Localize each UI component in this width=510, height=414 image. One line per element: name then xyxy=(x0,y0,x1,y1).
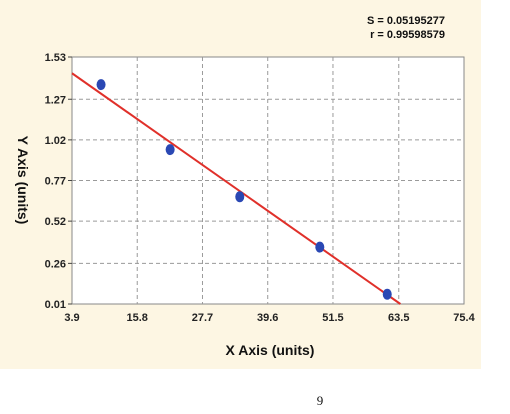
fit-layer xyxy=(71,72,401,305)
grid-layer xyxy=(72,57,464,304)
data-point xyxy=(235,191,245,203)
stat-s-value: S = 0.05195277 xyxy=(367,15,445,27)
x-tick-label: 27.7 xyxy=(192,312,213,324)
y-tick-label: 1.27 xyxy=(45,94,66,106)
stat-r-value: r = 0.99598579 xyxy=(370,29,445,41)
data-point xyxy=(96,79,106,91)
point-layer xyxy=(96,79,392,300)
y-tick-label: 1.02 xyxy=(45,135,66,147)
y-tick-label: 0.26 xyxy=(45,258,66,270)
figure-panel: 3.9 15.8 27.7 39.6 51.5 63.5 75.4 0.01 0.26 0.52 0… xyxy=(0,0,481,369)
y-axis-label: Y Axis (units) xyxy=(15,136,31,225)
y-tick-label: 1.53 xyxy=(45,52,66,64)
scatter-plot: 3.9 15.8 27.7 39.6 51.5 63.5 75.4 0.01 0.26 0.52 0… xyxy=(15,52,476,358)
regression-line xyxy=(71,72,401,305)
x-axis-label: X Axis (units) xyxy=(226,342,315,358)
x-tick-label: 63.5 xyxy=(388,312,409,324)
data-point xyxy=(315,241,325,253)
y-tick-label: 0.52 xyxy=(45,216,66,228)
data-point xyxy=(382,288,392,300)
x-tick-label: 15.8 xyxy=(127,312,148,324)
page-number: 9 xyxy=(316,393,324,408)
y-tick-label: 0.77 xyxy=(45,176,66,188)
x-tick-label: 3.9 xyxy=(64,312,79,324)
x-tick-label: 75.4 xyxy=(453,312,475,324)
data-point xyxy=(165,144,175,156)
axis-layer: 3.9 15.8 27.7 39.6 51.5 63.5 75.4 0.01 0.26 0.52 0… xyxy=(45,52,476,324)
x-tick-label: 51.5 xyxy=(322,312,343,324)
x-tick-label: 39.6 xyxy=(257,312,278,324)
y-tick-label: 0.01 xyxy=(45,299,66,311)
